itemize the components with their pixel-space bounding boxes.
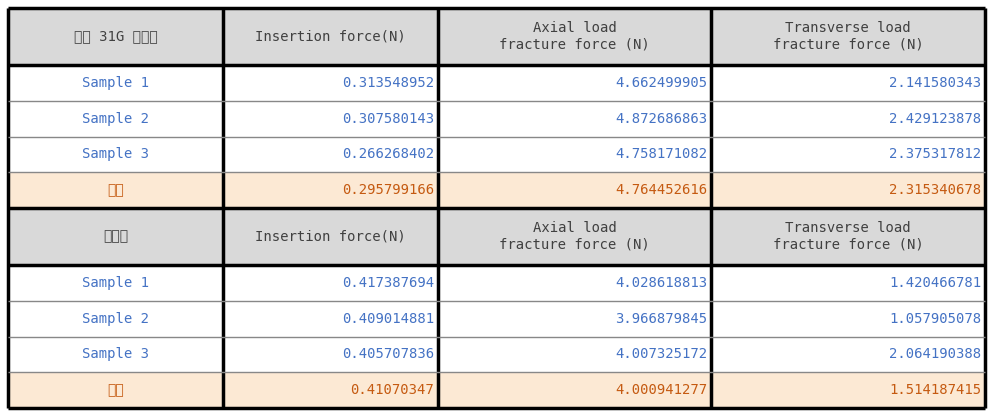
Text: 4.872686863: 4.872686863 xyxy=(616,112,707,126)
Bar xyxy=(438,265,711,301)
Bar xyxy=(438,337,711,372)
Text: Axial load
fracture force (N): Axial load fracture force (N) xyxy=(499,22,650,52)
Text: 2.429123878: 2.429123878 xyxy=(889,112,981,126)
Text: 1.420466781: 1.420466781 xyxy=(889,276,981,290)
Bar xyxy=(711,265,985,301)
Text: 4.764452616: 4.764452616 xyxy=(616,183,707,197)
Bar xyxy=(438,301,711,337)
Bar xyxy=(8,136,223,172)
Bar xyxy=(223,136,438,172)
Bar xyxy=(711,65,985,101)
Bar xyxy=(438,65,711,101)
Bar xyxy=(223,8,438,65)
Bar xyxy=(438,172,711,208)
Bar xyxy=(438,208,711,265)
Bar xyxy=(711,8,985,65)
Text: 0.41070347: 0.41070347 xyxy=(351,383,434,397)
Text: 3.966879845: 3.966879845 xyxy=(616,312,707,326)
Text: 0.405707836: 0.405707836 xyxy=(342,347,434,362)
Bar xyxy=(8,208,223,265)
Text: Transverse load
fracture force (N): Transverse load fracture force (N) xyxy=(773,221,923,252)
Text: 0.295799166: 0.295799166 xyxy=(342,183,434,197)
Text: 1.057905078: 1.057905078 xyxy=(889,312,981,326)
Text: 1.514187415: 1.514187415 xyxy=(889,383,981,397)
Text: Axial load
fracture force (N): Axial load fracture force (N) xyxy=(499,221,650,252)
Bar xyxy=(8,265,223,301)
Text: 평균: 평균 xyxy=(107,383,124,397)
Text: Insertion force(N): Insertion force(N) xyxy=(255,230,406,244)
Text: 기존 31G 주사침: 기존 31G 주사침 xyxy=(73,30,157,44)
Bar xyxy=(223,265,438,301)
Text: 2.141580343: 2.141580343 xyxy=(889,76,981,90)
Text: 4.662499905: 4.662499905 xyxy=(616,76,707,90)
Bar xyxy=(223,372,438,408)
Bar xyxy=(8,372,223,408)
Bar xyxy=(438,136,711,172)
Text: 4.028618813: 4.028618813 xyxy=(616,276,707,290)
Text: 2.315340678: 2.315340678 xyxy=(889,183,981,197)
Text: 평균: 평균 xyxy=(107,183,124,197)
Text: 4.000941277: 4.000941277 xyxy=(616,383,707,397)
Text: 0.266268402: 0.266268402 xyxy=(342,147,434,161)
Bar xyxy=(438,101,711,136)
Text: 0.417387694: 0.417387694 xyxy=(342,276,434,290)
Text: 0.313548952: 0.313548952 xyxy=(342,76,434,90)
Bar xyxy=(8,8,223,65)
Bar xyxy=(438,8,711,65)
Text: Sample 3: Sample 3 xyxy=(82,147,149,161)
Bar xyxy=(711,337,985,372)
Bar xyxy=(223,172,438,208)
Bar xyxy=(8,172,223,208)
Bar xyxy=(711,136,985,172)
Bar xyxy=(223,208,438,265)
Bar xyxy=(711,301,985,337)
Bar xyxy=(223,301,438,337)
Bar xyxy=(711,172,985,208)
Bar xyxy=(8,301,223,337)
Text: Sample 1: Sample 1 xyxy=(82,276,149,290)
Text: Sample 1: Sample 1 xyxy=(82,76,149,90)
Bar xyxy=(223,65,438,101)
Bar xyxy=(711,101,985,136)
Bar xyxy=(438,372,711,408)
Text: 0.307580143: 0.307580143 xyxy=(342,112,434,126)
Text: Sample 2: Sample 2 xyxy=(82,112,149,126)
Bar xyxy=(223,337,438,372)
Bar xyxy=(8,65,223,101)
Text: Sample 2: Sample 2 xyxy=(82,312,149,326)
Text: 2.375317812: 2.375317812 xyxy=(889,147,981,161)
Text: 4.758171082: 4.758171082 xyxy=(616,147,707,161)
Text: 4.007325172: 4.007325172 xyxy=(616,347,707,362)
Text: Sample 3: Sample 3 xyxy=(82,347,149,362)
Bar xyxy=(8,337,223,372)
Bar xyxy=(711,208,985,265)
Text: 0.409014881: 0.409014881 xyxy=(342,312,434,326)
Text: 2.064190388: 2.064190388 xyxy=(889,347,981,362)
Bar xyxy=(711,372,985,408)
Text: Insertion force(N): Insertion force(N) xyxy=(255,30,406,44)
Bar xyxy=(223,101,438,136)
Bar xyxy=(8,101,223,136)
Text: 시제품: 시제품 xyxy=(103,230,128,244)
Text: Transverse load
fracture force (N): Transverse load fracture force (N) xyxy=(773,22,923,52)
